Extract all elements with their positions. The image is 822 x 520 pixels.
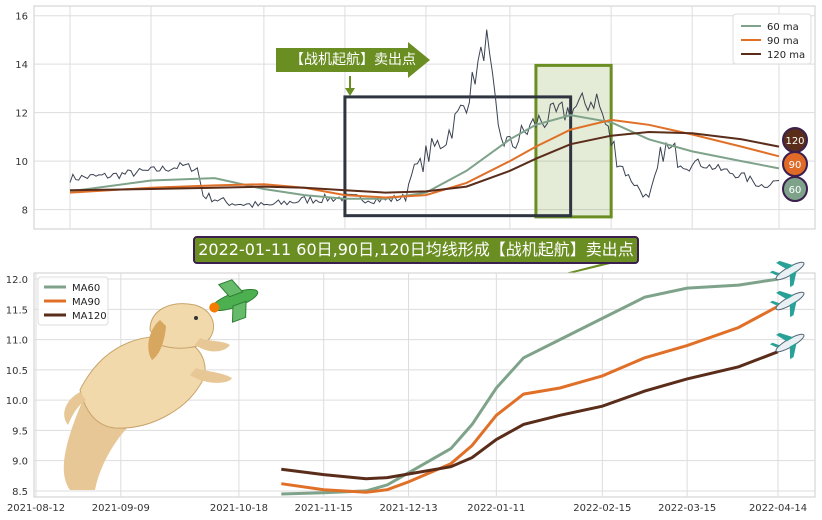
ma-badge-label: 60 — [789, 185, 802, 196]
x-tick-label: 2021-12-13 — [379, 503, 437, 514]
airplane-icon — [769, 332, 805, 360]
top-y-tick-label: 16 — [15, 12, 28, 23]
bottom-y-tick-label: 11.0 — [6, 336, 28, 347]
x-tick-label: 2022-03-15 — [658, 503, 716, 514]
top-legend-label: 60 ma — [767, 22, 799, 33]
airplane-tail — [769, 342, 780, 348]
airplane-icon — [769, 290, 805, 318]
toy-plane-wing — [217, 279, 244, 298]
bottom-y-tick-label: 10.0 — [6, 396, 28, 407]
x-tick-label: 2021-09-09 — [92, 503, 150, 514]
dog-eye — [194, 316, 198, 320]
airplane-wing — [789, 270, 797, 288]
dog-tail — [64, 392, 86, 425]
top-legend-label: 90 ma — [767, 36, 799, 47]
x-tick-label: 2021-08-12 — [7, 503, 65, 514]
bottom-y-tick-label: 9.0 — [12, 457, 28, 468]
airplane-wing — [776, 332, 794, 342]
sell-point-arrow — [276, 42, 430, 78]
airplane-icon — [769, 260, 805, 288]
airplane-wing — [789, 342, 797, 360]
top-y-tick-label: 8 — [22, 206, 28, 217]
ma-badge-label: 90 — [789, 160, 802, 171]
rally-outline-box — [343, 95, 573, 218]
top-y-tick-label: 14 — [15, 60, 28, 71]
dog-front-paw — [190, 368, 232, 383]
bottom-legend-box — [37, 276, 109, 326]
ma120-bottom-line — [281, 350, 779, 481]
toy-plane-icon — [209, 279, 259, 323]
bottom-legend-label: MA90 — [72, 297, 100, 308]
airplane-wing — [776, 290, 794, 300]
ma-badge-60 — [782, 176, 808, 202]
bottom-y-tick-label: 11.5 — [6, 305, 28, 316]
dog-ear — [148, 320, 166, 360]
sell-point-arrow-label: 【战机起航】卖出点 — [290, 52, 416, 68]
dog-front-paw — [195, 338, 230, 352]
top-legend-label: 120 ma — [767, 50, 805, 61]
pointer-arrow — [540, 262, 610, 284]
bottom-y-tick-label: 8.5 — [12, 487, 28, 498]
bottom-y-tick-label: 9.5 — [12, 426, 28, 437]
top-y-tick-label: 10 — [15, 157, 28, 168]
ma90-bottom-line — [281, 304, 779, 494]
dog-head — [149, 303, 214, 349]
airplane-wing — [776, 260, 794, 270]
ma60-bottom-line — [281, 277, 779, 496]
ma90-line — [69, 118, 780, 199]
airplane-wing — [789, 300, 797, 318]
bottom-legend-label: MA120 — [72, 311, 107, 322]
bottom-legend-label: MA60 — [72, 283, 100, 294]
dog-illustration — [63, 303, 232, 490]
x-tick-label: 2022-04-14 — [749, 503, 807, 514]
ma-badge-label: 120 — [785, 136, 804, 147]
price-line — [69, 29, 780, 209]
bottom-y-tick-label: 12.0 — [6, 275, 28, 286]
top-y-tick-label: 12 — [15, 109, 28, 120]
ma120-line — [69, 130, 780, 194]
x-tick-label: 2021-10-18 — [210, 503, 268, 514]
down-arrow — [345, 76, 355, 96]
toy-plane-nose — [209, 302, 220, 313]
sell-signal-banner: 2022-01-11 60日,90日,120日均线形成【战机起航】卖出点 — [193, 236, 639, 264]
dog-body — [79, 336, 206, 429]
x-tick-label: 2022-02-15 — [573, 503, 631, 514]
toy-plane-wing — [231, 300, 247, 323]
x-tick-label: 2022-01-11 — [467, 503, 525, 514]
x-tick-label: 2021-11-15 — [295, 503, 353, 514]
airplane-tail — [769, 270, 780, 276]
bottom-y-tick-label: 10.5 — [6, 366, 28, 377]
airplane-tail — [769, 300, 780, 306]
